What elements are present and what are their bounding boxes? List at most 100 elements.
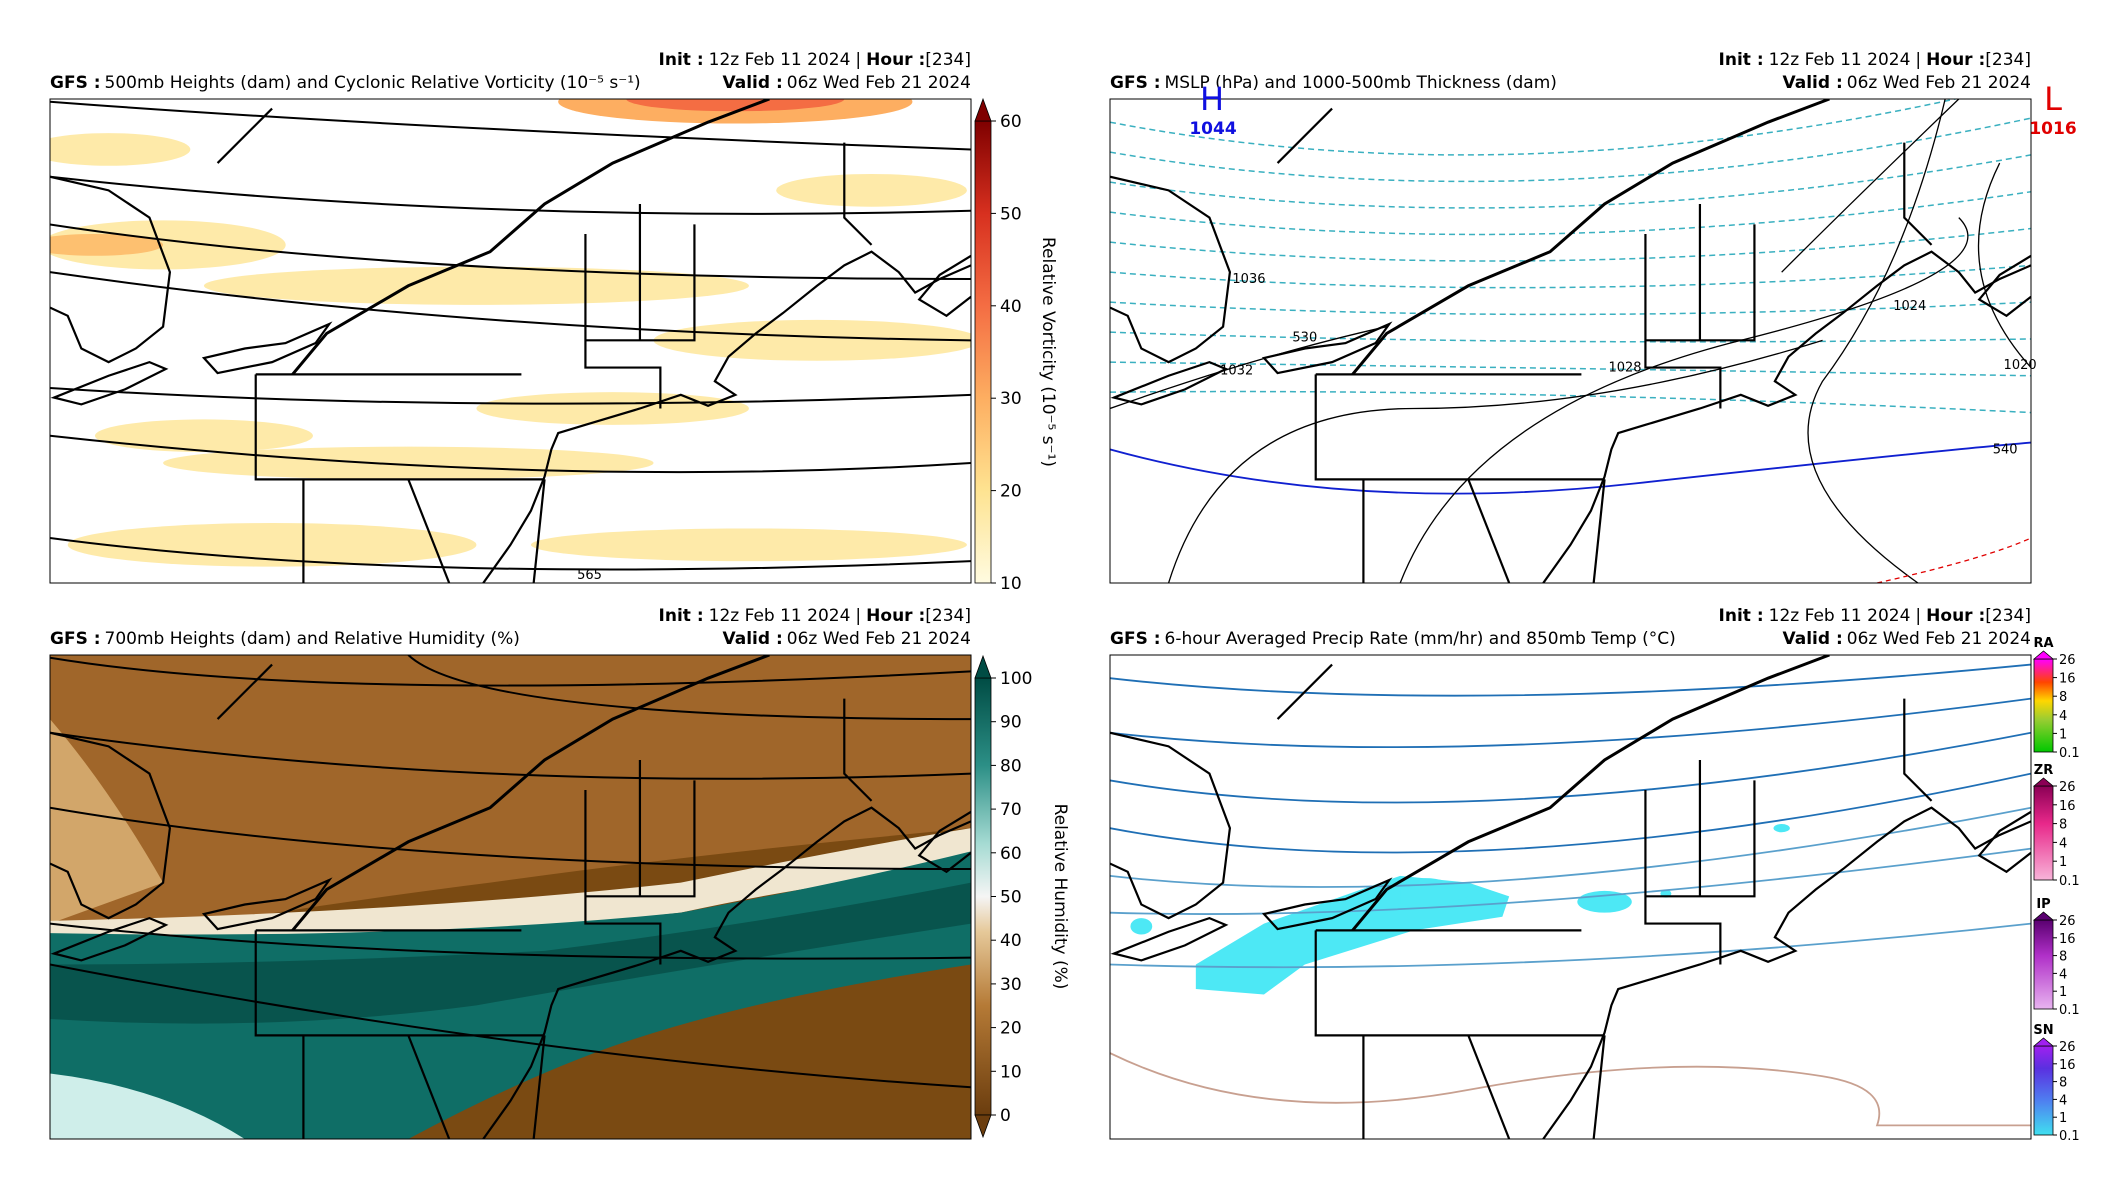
colorbar-tick-label: 4	[2059, 1093, 2067, 1108]
hour-label: Hour :	[866, 50, 925, 70]
colorbar	[974, 677, 992, 1116]
map-layer	[50, 655, 971, 1139]
contour-label: 1036	[1232, 272, 1265, 287]
height-contour	[50, 177, 971, 214]
precip-type: ZR	[2034, 763, 2053, 778]
temp-zero	[1110, 1053, 2031, 1125]
colorbar-extend	[974, 654, 992, 679]
init-value: 12z Feb 11 2024	[709, 606, 851, 626]
precip-colorbar	[2033, 658, 2054, 753]
init-label: Init :	[659, 50, 704, 70]
map-background	[1110, 655, 2031, 1139]
height-contour	[50, 924, 971, 959]
colorbar-tick-label: 4	[2059, 967, 2067, 982]
colorbar-tick-label: 0.1	[2059, 874, 2080, 889]
title-text: MSLP (hPa) and 1000-500mb Thickness (dam…	[1165, 73, 1557, 93]
state-line	[1645, 234, 1720, 409]
colorbar-extend	[974, 97, 992, 122]
colorbar-tick-label: 20	[1000, 1019, 1022, 1039]
hour-value: [234]	[1985, 606, 2031, 626]
colorbar-tick-label: 1	[2059, 985, 2067, 1000]
border	[1353, 99, 1830, 374]
coastline	[919, 256, 971, 316]
lake	[1264, 880, 1389, 929]
colorbar-tick-label: 40	[1000, 931, 1022, 951]
valid-label: Valid :	[723, 629, 783, 649]
init-line: Init :12z Feb 11 2024 | Hour :[234]	[1719, 606, 2031, 626]
state-line	[585, 780, 694, 896]
state-line	[1904, 699, 1931, 801]
thickness-contour	[1110, 229, 2031, 262]
colorbar-tick-label: 0.1	[2059, 1003, 2080, 1018]
colorbar-tick-label: 8	[2059, 950, 2067, 965]
state-line	[218, 665, 272, 720]
thickness-contour	[1110, 118, 2031, 181]
thickness-contour	[1110, 192, 2031, 235]
isobar	[1400, 218, 1968, 583]
vorticity-max	[626, 99, 845, 112]
valid-label: Valid :	[1783, 73, 1843, 93]
state-line	[844, 699, 871, 801]
contour-label: 1032	[1220, 363, 1253, 378]
height-contour	[50, 102, 971, 150]
coastline	[1543, 808, 2031, 1139]
colorbar-extend	[2032, 1037, 2055, 1047]
state-line	[1316, 374, 1605, 479]
map-frame	[1109, 98, 2032, 584]
title-text: 500mb Heights (dam) and Cyclonic Relativ…	[105, 73, 641, 93]
rh-field	[50, 655, 971, 951]
colorbar-tick-label: 26	[2059, 914, 2076, 929]
contour-label: 565	[577, 568, 602, 583]
colorbar-label: Relative Humidity (%)	[1050, 804, 1070, 990]
height-contour	[408, 655, 971, 719]
map-layer	[1110, 655, 2031, 1139]
valid-value: 06z Wed Feb 21 2024	[787, 73, 971, 93]
panel-title: GFS :500mb Heights (dam) and Cyclonic Re…	[50, 73, 641, 93]
colorbar-tick-label: 4	[2059, 836, 2067, 851]
separator: |	[1915, 606, 1921, 626]
isobar	[1110, 327, 1387, 409]
low-value: 1016	[2029, 119, 2076, 139]
valid-value: 06z Wed Feb 21 2024	[1847, 73, 2031, 93]
thickness-contour	[1110, 81, 2031, 155]
model-name: GFS :	[50, 73, 101, 93]
map-frame	[49, 654, 972, 1140]
colorbar-tick-label: 16	[2059, 932, 2076, 947]
border	[1353, 655, 1830, 930]
coastline	[919, 812, 971, 872]
vorticity-area	[653, 319, 971, 361]
colorbar-tick-label: 80	[1000, 756, 1022, 776]
colorbar-tick-label: 16	[2059, 1058, 2076, 1073]
colorbar-tick-label: 8	[2059, 690, 2067, 705]
vorticity-area	[203, 266, 749, 305]
init-value: 12z Feb 11 2024	[1769, 606, 1911, 626]
colorbar-tick-label: 20	[1000, 482, 1022, 502]
colorbar-tick-label: 16	[2059, 672, 2076, 687]
colorbar-tick-label: 16	[2059, 799, 2076, 814]
map-panel	[50, 99, 971, 583]
map-layer	[50, 99, 971, 583]
map-panel	[1110, 655, 2031, 1139]
thickness-contour	[1110, 392, 2031, 413]
coastline	[1543, 252, 2031, 583]
rh-field	[50, 882, 971, 1024]
state-line	[1278, 109, 1332, 164]
state-line	[1904, 143, 1931, 245]
colorbar-extend	[2032, 650, 2055, 660]
hour-value: [234]	[925, 50, 971, 70]
thickness-contour	[1110, 302, 2031, 314]
panel-title: GFS : MSLP (hPa) and 1000-500mb Thickness…	[1110, 73, 1557, 93]
high-letter: H	[1200, 80, 1224, 118]
lake	[204, 324, 329, 373]
colorbar-extend	[2032, 911, 2055, 921]
state-line	[1594, 479, 1605, 583]
colorbar-tick-label: 50	[1000, 204, 1022, 224]
colorbar-tick-label: 10	[1000, 1062, 1022, 1082]
coastline	[50, 177, 170, 362]
colorbar-extend	[974, 1114, 992, 1139]
high-value: 1044	[1189, 119, 1236, 139]
temp-contour	[1110, 774, 2031, 853]
height-contour	[50, 436, 971, 472]
vorticity-area	[67, 523, 477, 567]
isobar	[1979, 163, 2031, 368]
